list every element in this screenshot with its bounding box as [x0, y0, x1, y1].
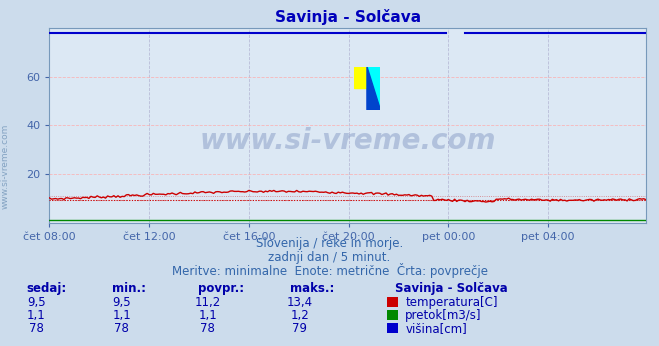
- Text: temperatura[C]: temperatura[C]: [405, 296, 498, 309]
- Text: 1,2: 1,2: [291, 309, 309, 322]
- Text: 1,1: 1,1: [27, 309, 45, 322]
- Text: 9,5: 9,5: [113, 296, 131, 309]
- Text: 78: 78: [200, 322, 215, 335]
- Text: min.:: min.:: [112, 282, 146, 295]
- Text: 9,5: 9,5: [27, 296, 45, 309]
- Text: višina[cm]: višina[cm]: [405, 322, 467, 335]
- Text: Slovenija / reke in morje.: Slovenija / reke in morje.: [256, 237, 403, 251]
- Text: zadnji dan / 5 minut.: zadnji dan / 5 minut.: [268, 251, 391, 264]
- Text: sedaj:: sedaj:: [26, 282, 67, 295]
- Text: maks.:: maks.:: [290, 282, 334, 295]
- Text: 13,4: 13,4: [287, 296, 313, 309]
- Text: 1,1: 1,1: [198, 309, 217, 322]
- Text: Meritve: minimalne  Enote: metrične  Črta: povprečje: Meritve: minimalne Enote: metrične Črta:…: [171, 263, 488, 278]
- Text: 78: 78: [29, 322, 43, 335]
- Text: povpr.:: povpr.:: [198, 282, 244, 295]
- Text: 79: 79: [293, 322, 307, 335]
- Text: 1,1: 1,1: [113, 309, 131, 322]
- Text: 78: 78: [115, 322, 129, 335]
- Text: pretok[m3/s]: pretok[m3/s]: [405, 309, 482, 322]
- Title: Savinja - Solčava: Savinja - Solčava: [275, 9, 420, 25]
- Text: 11,2: 11,2: [194, 296, 221, 309]
- Text: Savinja - Solčava: Savinja - Solčava: [395, 282, 508, 295]
- Text: www.si-vreme.com: www.si-vreme.com: [1, 124, 10, 209]
- Text: www.si-vreme.com: www.si-vreme.com: [200, 127, 496, 155]
